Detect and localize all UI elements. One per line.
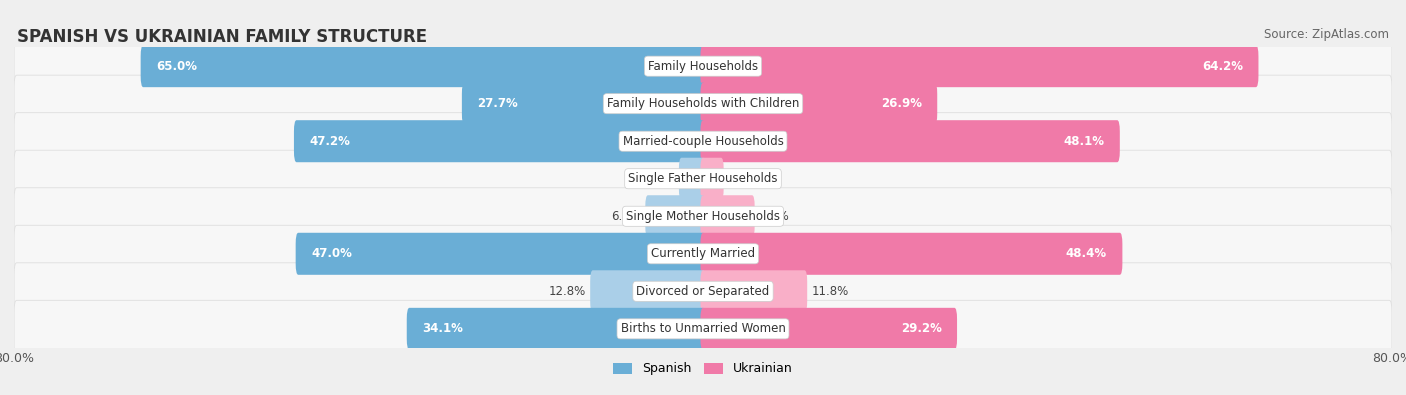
Text: 2.5%: 2.5% bbox=[645, 172, 675, 185]
Text: 47.2%: 47.2% bbox=[309, 135, 350, 148]
FancyBboxPatch shape bbox=[14, 263, 1392, 320]
Text: 65.0%: 65.0% bbox=[156, 60, 197, 73]
Text: 5.7%: 5.7% bbox=[759, 210, 789, 223]
FancyBboxPatch shape bbox=[700, 120, 1119, 162]
Text: 64.2%: 64.2% bbox=[1202, 60, 1243, 73]
FancyBboxPatch shape bbox=[700, 195, 755, 237]
Text: Family Households: Family Households bbox=[648, 60, 758, 73]
Text: 27.7%: 27.7% bbox=[478, 97, 519, 110]
Text: Divorced or Separated: Divorced or Separated bbox=[637, 285, 769, 298]
FancyBboxPatch shape bbox=[700, 158, 724, 200]
FancyBboxPatch shape bbox=[406, 308, 706, 350]
Text: SPANISH VS UKRAINIAN FAMILY STRUCTURE: SPANISH VS UKRAINIAN FAMILY STRUCTURE bbox=[17, 28, 427, 46]
FancyBboxPatch shape bbox=[645, 195, 706, 237]
Text: 48.1%: 48.1% bbox=[1063, 135, 1104, 148]
FancyBboxPatch shape bbox=[294, 120, 706, 162]
Text: Currently Married: Currently Married bbox=[651, 247, 755, 260]
Text: 11.8%: 11.8% bbox=[811, 285, 849, 298]
Text: 29.2%: 29.2% bbox=[901, 322, 942, 335]
FancyBboxPatch shape bbox=[679, 158, 706, 200]
FancyBboxPatch shape bbox=[14, 113, 1392, 170]
FancyBboxPatch shape bbox=[700, 83, 938, 125]
Text: 12.8%: 12.8% bbox=[548, 285, 586, 298]
FancyBboxPatch shape bbox=[700, 270, 807, 312]
FancyBboxPatch shape bbox=[14, 188, 1392, 245]
Legend: Spanish, Ukrainian: Spanish, Ukrainian bbox=[609, 357, 797, 380]
FancyBboxPatch shape bbox=[700, 233, 1122, 275]
Text: 48.4%: 48.4% bbox=[1066, 247, 1107, 260]
FancyBboxPatch shape bbox=[700, 45, 1258, 87]
Text: 6.4%: 6.4% bbox=[612, 210, 641, 223]
FancyBboxPatch shape bbox=[14, 38, 1392, 95]
Text: Single Father Households: Single Father Households bbox=[628, 172, 778, 185]
Text: Single Mother Households: Single Mother Households bbox=[626, 210, 780, 223]
FancyBboxPatch shape bbox=[461, 83, 706, 125]
Text: Married-couple Households: Married-couple Households bbox=[623, 135, 783, 148]
Text: 34.1%: 34.1% bbox=[422, 322, 463, 335]
Text: Family Households with Children: Family Households with Children bbox=[607, 97, 799, 110]
FancyBboxPatch shape bbox=[14, 75, 1392, 132]
Text: 80.0%: 80.0% bbox=[1372, 352, 1406, 365]
Text: 26.9%: 26.9% bbox=[880, 97, 922, 110]
FancyBboxPatch shape bbox=[700, 308, 957, 350]
FancyBboxPatch shape bbox=[14, 225, 1392, 282]
Text: Births to Unmarried Women: Births to Unmarried Women bbox=[620, 322, 786, 335]
FancyBboxPatch shape bbox=[14, 300, 1392, 357]
FancyBboxPatch shape bbox=[295, 233, 706, 275]
FancyBboxPatch shape bbox=[141, 45, 706, 87]
Text: 80.0%: 80.0% bbox=[0, 352, 34, 365]
Text: Source: ZipAtlas.com: Source: ZipAtlas.com bbox=[1264, 28, 1389, 41]
FancyBboxPatch shape bbox=[591, 270, 706, 312]
Text: 2.1%: 2.1% bbox=[728, 172, 758, 185]
Text: 47.0%: 47.0% bbox=[311, 247, 352, 260]
FancyBboxPatch shape bbox=[14, 150, 1392, 207]
